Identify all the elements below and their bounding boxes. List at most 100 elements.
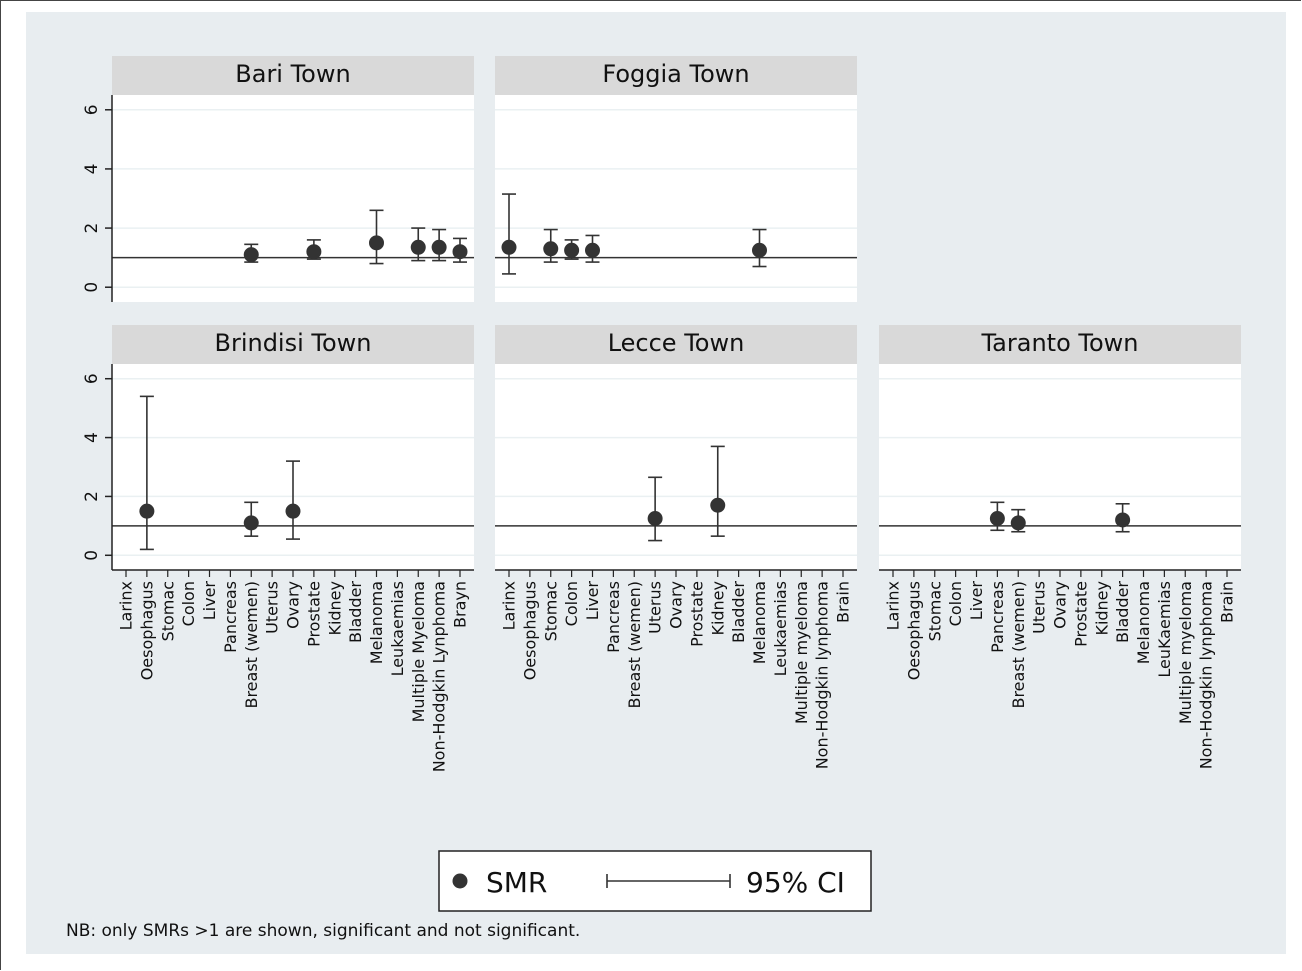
x-category-label: Colon <box>946 581 965 626</box>
x-category-label: Multiple myeloma <box>792 581 811 724</box>
x-category-label: Melanoma <box>367 581 386 664</box>
x-category-label: Pancreas <box>988 581 1007 653</box>
smr-marker <box>585 242 600 258</box>
smr-marker <box>306 244 322 260</box>
smr-point <box>989 501 1005 532</box>
x-category-label: Non-Hodgkin lynphoma <box>1197 581 1216 769</box>
x-category-label: Leukaemias <box>388 581 407 676</box>
x-category-label: Non-Hodgkin Lynphoma <box>430 581 449 772</box>
x-category-label: Ovary <box>1051 581 1070 629</box>
smr-point <box>710 445 726 537</box>
x-category-label: Larinx <box>117 581 136 630</box>
panel-title: Brindisi Town <box>214 329 371 357</box>
x-category-label: Leukaemias <box>771 581 790 676</box>
y-tick-label: 6 <box>82 373 102 384</box>
x-category-label: Oesophagus <box>904 581 923 680</box>
x-category-label: Prostate <box>1071 581 1090 647</box>
x-category-label: Uterus <box>646 581 665 634</box>
x-category-label: Ovary <box>667 581 686 629</box>
smr-marker <box>410 239 426 255</box>
y-tick-label: 6 <box>82 104 102 115</box>
legend: SMR 95% CI <box>438 850 872 912</box>
smr-point <box>285 460 301 540</box>
x-category-label: Multiple myeloma <box>1176 581 1195 724</box>
smr-marker <box>369 235 384 251</box>
x-category-label: Bladder <box>346 581 365 643</box>
smr-marker <box>452 244 468 260</box>
smr-point <box>501 193 517 275</box>
x-category-label: Uterus <box>1030 581 1049 634</box>
plot-area <box>495 95 857 302</box>
x-category-label: Brain <box>834 581 853 623</box>
smr-marker <box>243 247 259 263</box>
panel-header <box>112 56 474 95</box>
smr-marker <box>543 241 559 257</box>
smr-point <box>585 234 600 263</box>
y-tick-label: 4 <box>82 432 102 443</box>
legend-smr-label: SMR <box>486 866 547 899</box>
panel-header <box>112 325 474 364</box>
y-tick-label: 2 <box>82 491 102 502</box>
plot-area <box>112 95 474 302</box>
smr-point <box>452 237 468 263</box>
x-category-label: Pancreas <box>221 581 240 653</box>
smr-point <box>752 228 767 268</box>
smr-marker <box>989 511 1005 526</box>
legend-ci-label: 95% CI <box>746 866 845 899</box>
smr-point <box>243 243 259 263</box>
smr-marker <box>1010 515 1026 531</box>
smr-marker <box>1115 512 1131 528</box>
smr-marker <box>285 503 301 519</box>
smr-point <box>410 227 426 262</box>
y-tick-label: 0 <box>82 550 102 561</box>
smr-marker <box>139 503 155 519</box>
x-category-label: Pancreas <box>604 581 623 653</box>
x-category-label: Brain <box>1218 581 1237 623</box>
x-category-label: Prostate <box>687 581 706 647</box>
x-category-label: Breast (wemen) <box>625 581 644 709</box>
smr-point <box>647 476 663 542</box>
x-category-label: Liver <box>200 581 219 621</box>
panel-header <box>879 325 1241 364</box>
x-category-label: Prostate <box>304 581 323 647</box>
panel-foggia-town: Foggia Town <box>495 56 857 302</box>
y-tick-label: 4 <box>82 164 102 175</box>
smr-marker <box>752 242 767 258</box>
smr-marker <box>243 515 259 531</box>
smr-point <box>1115 502 1131 533</box>
x-category-label: Liver <box>583 581 602 621</box>
x-category-label: Melanoma <box>1134 581 1153 664</box>
x-category-label: Oesophagus <box>137 581 156 680</box>
plot-area <box>879 364 1241 570</box>
smr-point <box>1010 508 1026 533</box>
smr-point <box>243 501 259 537</box>
x-category-label: Ovary <box>284 581 303 629</box>
x-category-label: Uterus <box>263 581 282 634</box>
x-category-label: Kidney <box>1092 581 1111 636</box>
smr-point <box>564 239 580 260</box>
x-category-label: Bladder <box>729 581 748 643</box>
x-category-label: Colon <box>179 581 198 626</box>
x-category-label: Multiple Myeloma <box>409 581 428 722</box>
panel-lecce-town: Lecce Town Larinx Oesophagus Stomac Colon Liv… <box>495 325 857 769</box>
x-category-label: Breast (wemen) <box>1009 581 1028 709</box>
footnote: NB: only SMRs >1 are shown, significant … <box>66 921 581 941</box>
smr-point <box>369 209 384 265</box>
x-category-label: Brayn <box>451 581 470 628</box>
x-category-label: Non-Hodgkin lynphoma <box>813 581 832 769</box>
smr-point <box>431 228 447 262</box>
panel-bari-town: Bari Town 0 2 4 6 <box>82 56 474 302</box>
x-category-label: Oesophagus <box>520 581 539 680</box>
x-category-label: Stomac <box>158 581 177 641</box>
panel-header <box>495 56 857 95</box>
x-category-label: Larinx <box>884 581 903 630</box>
x-category-label: LeuKaemias <box>1155 581 1174 678</box>
smr-point <box>543 228 559 263</box>
smr-marker <box>501 239 517 255</box>
x-category-label: Liver <box>967 581 986 621</box>
x-category-label: Kidney <box>708 581 727 636</box>
y-tick-label: 0 <box>82 282 102 293</box>
